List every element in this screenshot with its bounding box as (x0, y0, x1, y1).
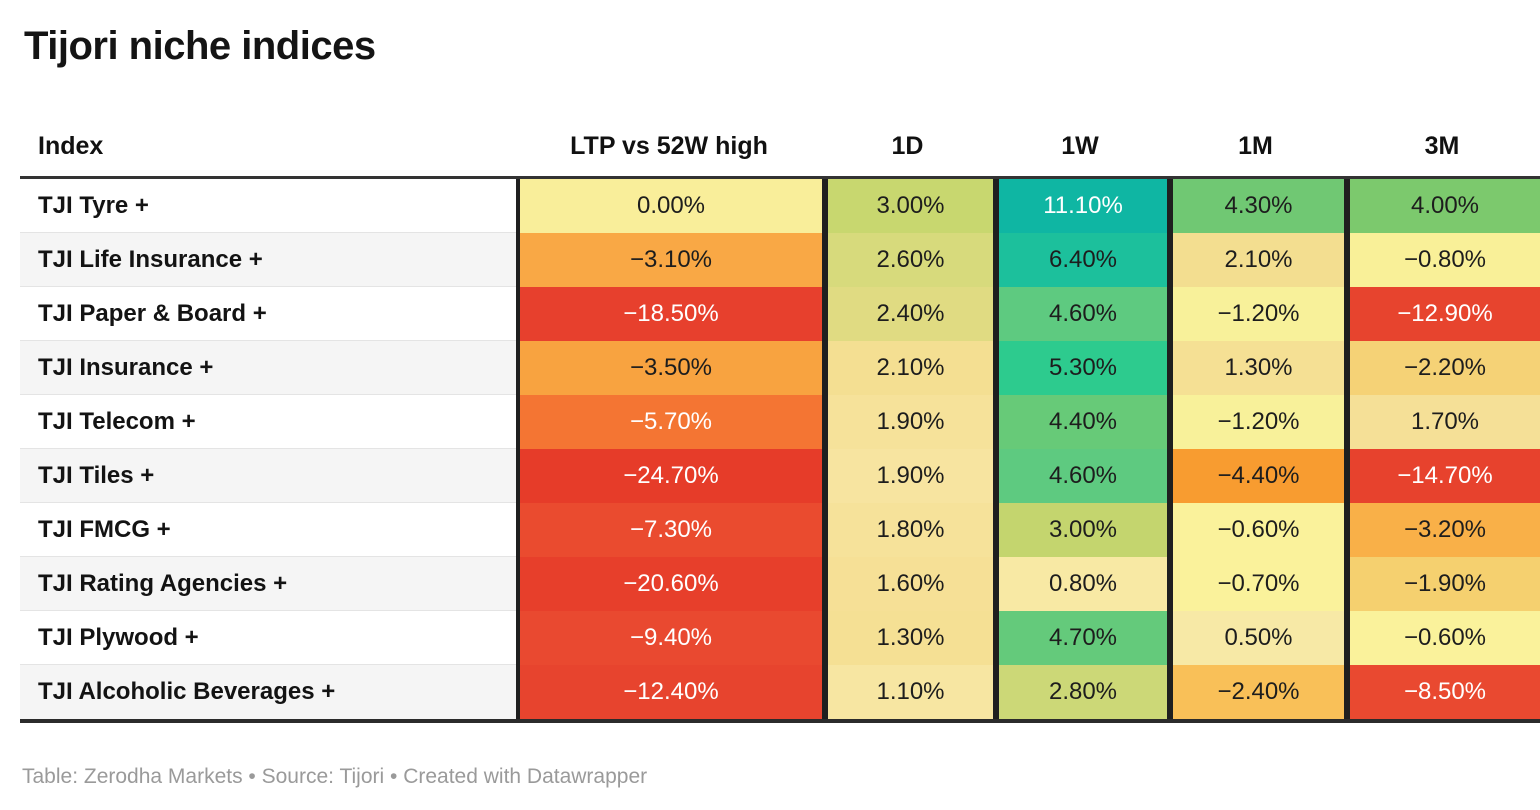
value-cell-1m: 0.50% (1167, 611, 1344, 665)
value-cell-1m: −2.40% (1167, 665, 1344, 719)
table-row: TJI Rating Agencies + −20.60% 1.60% 0.80% −0… (20, 557, 1540, 611)
row-label[interactable]: TJI Paper & Board + (20, 287, 516, 341)
value-cell-3m: −12.90% (1344, 287, 1540, 341)
value-cell-1d: 1.90% (822, 395, 993, 449)
value-cell-1d: 1.10% (822, 665, 993, 719)
value-cell-3m: 4.00% (1344, 179, 1540, 233)
value-cell-1d: 2.60% (822, 233, 993, 287)
value-cell-1d: 1.90% (822, 449, 993, 503)
value-cell-1d: 1.80% (822, 503, 993, 557)
value-cell-1w: 4.70% (993, 611, 1167, 665)
value-cell-1m: −0.70% (1167, 557, 1344, 611)
row-label[interactable]: TJI Alcoholic Beverages + (20, 665, 516, 719)
value-cell-1m: 1.30% (1167, 341, 1344, 395)
value-cell-3m: −14.70% (1344, 449, 1540, 503)
table-row: TJI Life Insurance + −3.10% 2.60% 6.40% 2.10… (20, 233, 1540, 287)
table-footer-credit: Table: Zerodha Markets • Source: Tijori … (22, 765, 648, 788)
row-label[interactable]: TJI Rating Agencies + (20, 557, 516, 611)
value-cell-1m: −0.60% (1167, 503, 1344, 557)
row-label[interactable]: TJI Insurance + (20, 341, 516, 395)
value-cell-1w: 2.80% (993, 665, 1167, 719)
table-row: TJI Paper & Board + −18.50% 2.40% 4.60% −1.2… (20, 287, 1540, 341)
column-header-1d[interactable]: 1D (891, 131, 924, 160)
value-cell-ltp-vs-52w-high: −3.50% (516, 341, 822, 395)
value-cell-ltp-vs-52w-high: −24.70% (516, 449, 822, 503)
column-header-ltp-vs-52w-high[interactable]: LTP vs 52W high (570, 131, 768, 160)
value-cell-1m: −1.20% (1167, 395, 1344, 449)
table-row: TJI Telecom + −5.70% 1.90% 4.40% −1.20% 1.70% (20, 395, 1540, 449)
value-cell-1d: 1.30% (822, 611, 993, 665)
value-cell-1d: 2.40% (822, 287, 993, 341)
value-cell-ltp-vs-52w-high: −12.40% (516, 665, 822, 719)
value-cell-1m: 4.30% (1167, 179, 1344, 233)
value-cell-ltp-vs-52w-high: −7.30% (516, 503, 822, 557)
value-cell-1w: 4.60% (993, 287, 1167, 341)
column-header-3m[interactable]: 3M (1424, 131, 1460, 160)
value-cell-3m: −0.60% (1344, 611, 1540, 665)
value-cell-1w: 11.10% (993, 179, 1167, 233)
value-cell-ltp-vs-52w-high: −9.40% (516, 611, 822, 665)
value-cell-1w: 0.80% (993, 557, 1167, 611)
table-header-row: Index LTP vs 52W high 1D 1W 1M 3M (20, 116, 1540, 176)
value-cell-ltp-vs-52w-high: −3.10% (516, 233, 822, 287)
table-row: TJI Alcoholic Beverages + −12.40% 1.10% 2.8… (20, 665, 1540, 719)
value-cell-3m: −3.20% (1344, 503, 1540, 557)
value-cell-ltp-vs-52w-high: −5.70% (516, 395, 822, 449)
row-label[interactable]: TJI Tyre + (20, 179, 516, 233)
value-cell-1d: 3.00% (822, 179, 993, 233)
column-header-1w[interactable]: 1W (1061, 131, 1099, 160)
value-cell-1w: 4.40% (993, 395, 1167, 449)
value-cell-1w: 6.40% (993, 233, 1167, 287)
value-cell-1m: 2.10% (1167, 233, 1344, 287)
page-title: Tijori niche indices (24, 24, 376, 68)
value-cell-1d: 2.10% (822, 341, 993, 395)
table-body: TJI Tyre +0.00% 3.00% 11.10% 4.30% 4.00% TJI … (20, 176, 1540, 723)
table-row: TJI Insurance + −3.50% 2.10% 5.30% 1.30% −2.2… (20, 341, 1540, 395)
value-cell-1m: −1.20% (1167, 287, 1344, 341)
table-row: TJI Plywood + −9.40% 1.30% 4.70% 0.50% −0.60% (20, 611, 1540, 665)
value-cell-3m: −1.90% (1344, 557, 1540, 611)
value-cell-ltp-vs-52w-high: 0.00% (516, 179, 822, 233)
table-row: TJI Tiles + −24.70% 1.90% 4.60% −4.40% −14.70… (20, 449, 1540, 503)
value-cell-1w: 5.30% (993, 341, 1167, 395)
table-row: TJI FMCG + −7.30% 1.80% 3.00% −0.60% −3.20% (20, 503, 1540, 557)
value-cell-3m: −0.80% (1344, 233, 1540, 287)
value-cell-1w: 3.00% (993, 503, 1167, 557)
row-label[interactable]: TJI Life Insurance + (20, 233, 516, 287)
value-cell-1d: 1.60% (822, 557, 993, 611)
row-label[interactable]: TJI Plywood + (20, 611, 516, 665)
indices-table: Index LTP vs 52W high 1D 1W 1M 3M TJI Ty… (20, 116, 1540, 723)
value-cell-3m: −8.50% (1344, 665, 1540, 719)
column-header-1m[interactable]: 1M (1238, 131, 1273, 160)
column-header-index[interactable]: Index (38, 131, 104, 160)
value-cell-ltp-vs-52w-high: −18.50% (516, 287, 822, 341)
row-label[interactable]: TJI Telecom + (20, 395, 516, 449)
value-cell-1m: −4.40% (1167, 449, 1344, 503)
row-label[interactable]: TJI Tiles + (20, 449, 516, 503)
row-label[interactable]: TJI FMCG + (20, 503, 516, 557)
value-cell-3m: −2.20% (1344, 341, 1540, 395)
value-cell-1w: 4.60% (993, 449, 1167, 503)
value-cell-ltp-vs-52w-high: −20.60% (516, 557, 822, 611)
value-cell-3m: 1.70% (1344, 395, 1540, 449)
table-row: TJI Tyre +0.00% 3.00% 11.10% 4.30% 4.00% (20, 179, 1540, 233)
